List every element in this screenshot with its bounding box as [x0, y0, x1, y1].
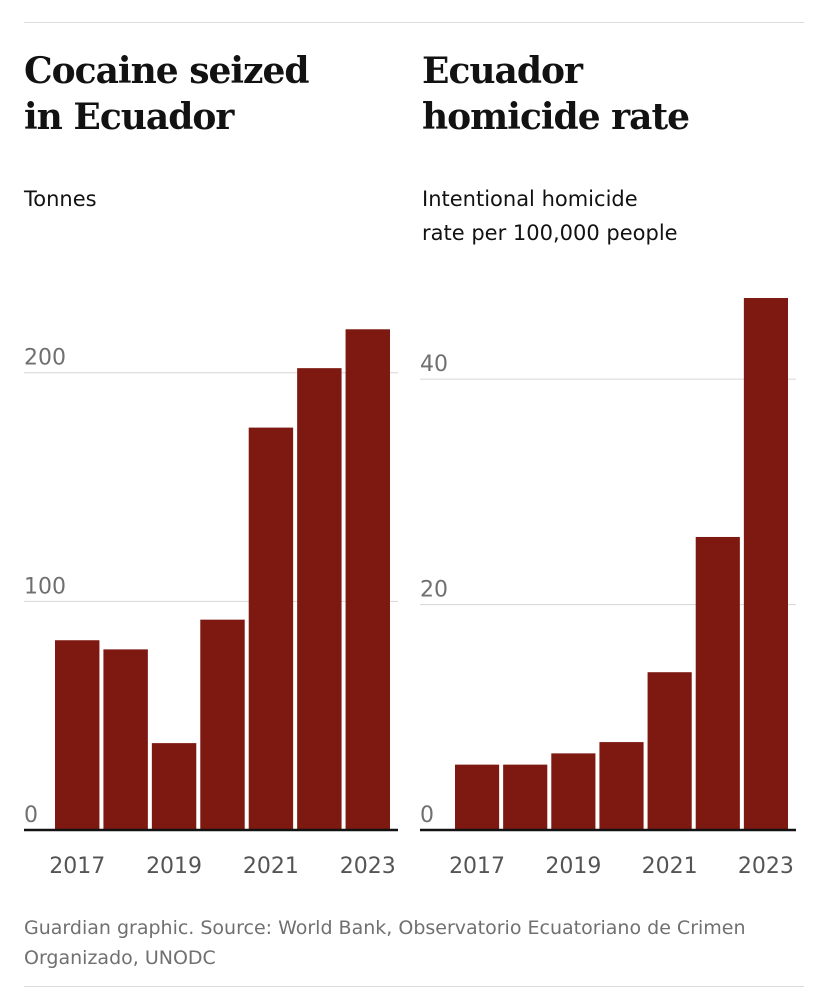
bar-2017 — [55, 640, 100, 830]
chart-title: Ecuador homicide rate — [422, 50, 690, 138]
bar-2021 — [248, 427, 294, 830]
x-tick-label: 2017 — [449, 854, 505, 879]
bar-2017 — [455, 764, 500, 830]
bar-2022 — [695, 536, 740, 830]
y-tick-label: 100 — [24, 574, 66, 599]
bar-2023 — [345, 329, 390, 830]
x-tick-label: 2023 — [738, 854, 794, 879]
cocaine-bar-chart: 0 100 200 2017 2019 2021 2023 — [24, 329, 398, 879]
y-tick-label: 0 — [24, 803, 38, 828]
x-tick-label: 2019 — [146, 854, 202, 879]
chart-panel-cocaine: Cocaine seized in Ecuador Tonnes 0 100 200… — [0, 0, 398, 900]
bar-2019 — [551, 753, 596, 830]
chart-subtitle: Intentional homicide rate per 100,000 pe… — [422, 187, 678, 245]
source-note: Guardian graphic. Source: World Bank, Ob… — [24, 917, 746, 969]
bar-2020 — [200, 619, 245, 830]
chart-title: Cocaine seized in Ecuador — [24, 50, 310, 138]
y-tick-label: 200 — [24, 346, 66, 371]
bar-2023 — [743, 298, 788, 830]
chart-subtitle: Tonnes — [24, 187, 97, 211]
x-tick-label: 2017 — [49, 854, 105, 879]
y-tick-label: 0 — [420, 803, 434, 828]
bar-2019 — [151, 743, 197, 830]
bar-2021 — [647, 672, 692, 830]
y-tick-label: 40 — [420, 352, 448, 377]
bar-2018 — [503, 764, 548, 830]
y-tick-label: 20 — [420, 578, 448, 603]
x-tick-label: 2019 — [545, 854, 601, 879]
bottom-rule — [24, 986, 804, 987]
bar-2018 — [103, 649, 148, 830]
x-tick-label: 2023 — [340, 854, 396, 879]
x-tick-label: 2021 — [642, 854, 698, 879]
homicide-bar-chart: 0 20 40 2017 2019 2021 2023 — [420, 298, 796, 879]
chart-panel-homicide: Ecuador homicide rate Intentional homici… — [398, 0, 796, 900]
x-tick-label: 2021 — [243, 854, 299, 879]
bar-2020 — [599, 742, 644, 830]
bar-2022 — [297, 368, 342, 830]
top-rule — [24, 22, 804, 23]
